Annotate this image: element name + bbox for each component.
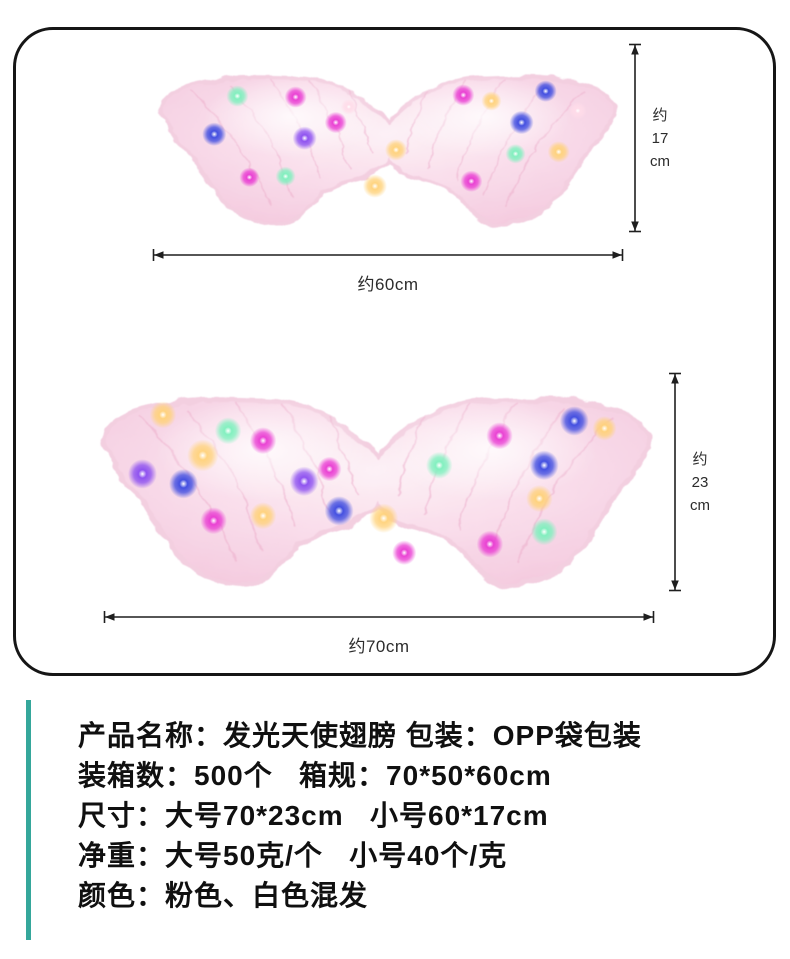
small-wing-image	[159, 75, 617, 228]
small-wing-width-label: 约60cm	[357, 275, 419, 294]
large-wing-image	[102, 397, 651, 589]
photo-frame-border	[13, 27, 776, 676]
height-label-value: 17	[651, 129, 669, 147]
spec-line-color: 颜色：粉色、白色混发	[78, 880, 369, 911]
small-wing-highlight-right	[395, 75, 572, 158]
height-label-prefix: 约	[652, 106, 668, 124]
spec-line-size: 尺寸：大号70*23cm 小号60*17cm	[78, 800, 549, 831]
height-label-prefix: 约	[692, 450, 708, 468]
height-label-unit: cm	[650, 152, 670, 170]
small-wing-width-dimension: 约60cm	[152, 248, 624, 295]
horizontal-arrow-icon	[103, 611, 655, 623]
small-wing-highlight-left	[204, 75, 381, 158]
large-wing-lights	[127, 401, 617, 566]
horizontal-arrow-icon	[152, 249, 624, 261]
spec-line-net-weight: 净重：大号50克/个 小号40个/克	[78, 840, 508, 871]
large-wing-width-label: 约70cm	[348, 637, 410, 656]
height-label-value: 23	[691, 473, 709, 491]
small-wing-lights	[202, 80, 587, 198]
vertical-arrow-icon	[669, 372, 681, 592]
small-wing-height-label: 约 17 cm	[650, 104, 670, 173]
spec-line-box-quantity: 装箱数：500个 箱规：70*50*60cm	[78, 760, 552, 791]
spec-accent-bar	[26, 700, 31, 940]
product-specs: 产品名称：发光天使翅膀 包装：OPP袋包装 装箱数：500个 箱规：70*50*…	[78, 716, 642, 916]
large-wing-height-dimension: 约 23 cm	[668, 372, 710, 592]
large-wing-width-dimension: 约70cm	[103, 610, 655, 657]
spec-line-product-name: 产品名称：发光天使翅膀 包装：OPP袋包装	[78, 720, 642, 751]
small-wing-height-dimension: 约 17 cm	[628, 43, 670, 233]
height-label-unit: cm	[690, 496, 710, 514]
large-wing-height-label: 约 23 cm	[690, 448, 710, 517]
vertical-arrow-icon	[629, 43, 641, 233]
